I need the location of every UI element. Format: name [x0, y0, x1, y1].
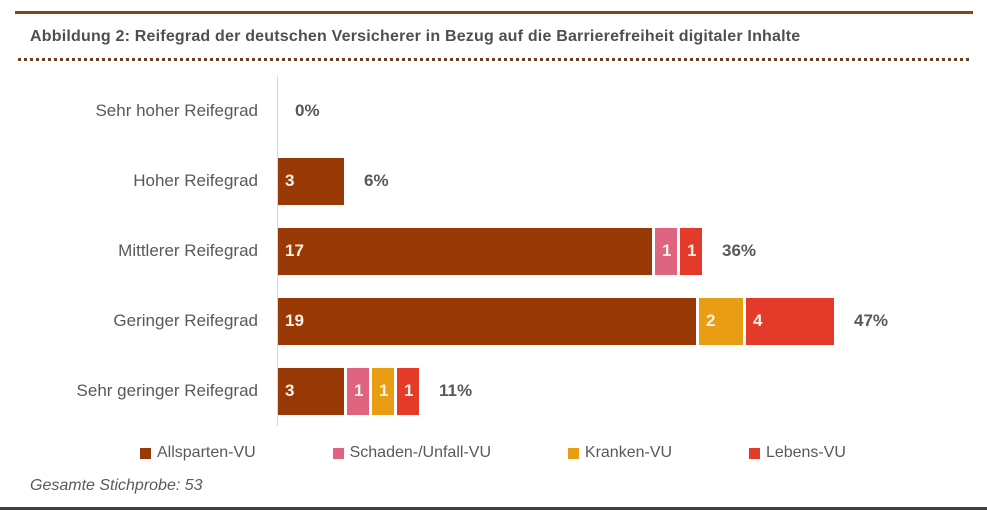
- category-label: Sehr geringer Reifegrad: [76, 380, 258, 400]
- percent-label: 36%: [722, 241, 757, 260]
- legend-label: Schaden-/Unfall-VU: [349, 444, 491, 461]
- legend-swatch-icon: [567, 447, 579, 459]
- category-label: Mittlerer Reifegrad: [118, 240, 258, 260]
- legend-swatch-icon: [332, 447, 344, 459]
- legend-item-allsparten-vu: Allsparten-VU: [140, 444, 256, 462]
- bar-segment-lebens-vu: 4: [746, 297, 834, 345]
- bar-area: 3 6%: [277, 146, 987, 216]
- figure-title: Abbildung 2: Reifegrad der deutschen Ver…: [30, 28, 801, 45]
- sample-size-note: Gesamte Stichprobe: 53: [30, 477, 203, 494]
- bar-area: 19 2 4 47%: [277, 286, 987, 356]
- chart-row: Geringer Reifegrad 19 2 4 47%: [30, 286, 987, 356]
- bar-segment-lebens-vu: 1: [397, 367, 419, 415]
- percent-label: 47%: [854, 311, 889, 330]
- chart-row: Hoher Reifegrad 3 6%: [30, 146, 987, 216]
- chart-rows: Sehr hoher Reifegrad 0% Hoher Reifegrad 3 6%…: [30, 76, 987, 426]
- bottom-divider-line: [0, 507, 987, 510]
- bar-area: 0%: [277, 76, 987, 146]
- bar-segment-lebens-vu: 1: [680, 227, 702, 275]
- legend-label: Lebens-VU: [765, 444, 846, 461]
- chart-legend: Allsparten-VU Schaden-/Unfall-VU Kranken-V…: [140, 444, 846, 462]
- legend-item-schaden-unfall-vu: Schaden-/Unfall-VU: [332, 444, 491, 462]
- top-divider-line: [15, 11, 973, 14]
- chart-row: Sehr hoher Reifegrad 0%: [30, 76, 987, 146]
- category-label: Geringer Reifegrad: [113, 310, 258, 330]
- bar-segment-kranken-vu: 1: [372, 367, 394, 415]
- percent-label: 11%: [439, 381, 473, 400]
- dotted-divider-line: [18, 58, 971, 61]
- legend-swatch-icon: [140, 447, 151, 459]
- bar-segment-schaden-unfall-vu: 1: [347, 367, 369, 415]
- bar-segment-kranken-vu: 2: [699, 297, 743, 345]
- chart-row: Sehr geringer Reifegrad 3 1 1 1 11%: [30, 356, 987, 426]
- bar-segment-allsparten-vu: 3: [278, 367, 344, 415]
- category-label: Hoher Reifegrad: [133, 170, 258, 190]
- chart-row: Mittlerer Reifegrad 17 1 1 36%: [30, 216, 987, 286]
- bar-segment-allsparten-vu: 19: [278, 297, 696, 345]
- bar-segment-allsparten-vu: 17: [278, 227, 652, 275]
- bar-segment-schaden-unfall-vu: 1: [655, 227, 677, 275]
- stacked-bar-chart: Sehr hoher Reifegrad 0% Hoher Reifegrad 3 6%…: [30, 76, 987, 426]
- legend-item-lebens-vu: Lebens-VU: [748, 444, 846, 462]
- category-label: Sehr hoher Reifegrad: [95, 100, 258, 120]
- percent-label: 0%: [295, 101, 320, 120]
- bar-area: 3 1 1 1 11%: [277, 356, 987, 426]
- legend-item-kranken-vu: Kranken-VU: [567, 444, 673, 462]
- legend-label: Allsparten-VU: [157, 444, 256, 461]
- bar-segment-allsparten-vu: 3: [278, 157, 344, 205]
- legend-swatch-icon: [748, 447, 760, 459]
- bar-area: 17 1 1 36%: [277, 216, 987, 286]
- legend-label: Kranken-VU: [584, 444, 673, 461]
- percent-label: 6%: [364, 171, 389, 190]
